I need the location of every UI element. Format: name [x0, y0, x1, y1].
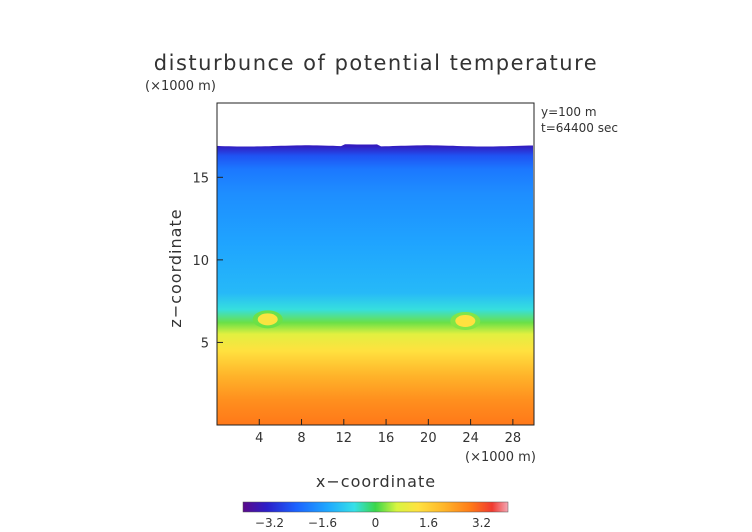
colorbar-tick-label: 0	[372, 516, 380, 530]
y-tick-label: 5	[201, 336, 209, 351]
colorbar-tick-label: 1.6	[419, 516, 438, 530]
colorbar-tick-label: −1.6	[308, 516, 337, 530]
colorbar-tick-label: −3.2	[255, 516, 284, 530]
x-tick-label: 8	[297, 431, 305, 446]
x-tick-label: 12	[336, 431, 353, 446]
colorbar-tick-label: 3.2	[472, 516, 491, 530]
chart-title: disturbunce of potential temperature	[154, 51, 598, 75]
y-axis: 5 10 15	[192, 171, 223, 351]
y-tick-label: 10	[192, 254, 209, 269]
x-tick-label: 20	[420, 431, 437, 446]
y-axis-label: z−coordinate	[166, 208, 185, 327]
x-axis: 4 8 12 16 20 24 28	[255, 419, 521, 446]
annotation-t: t=64400 sec	[541, 121, 618, 135]
colorbar	[242, 501, 509, 513]
warm-bubble	[455, 314, 476, 327]
x-tick-label: 24	[462, 431, 479, 446]
x-tick-label: 16	[378, 431, 395, 446]
y-tick-label: 15	[192, 171, 209, 186]
x-unit-label: (×1000 m)	[465, 450, 536, 465]
plot-frame	[216, 102, 535, 426]
plot-area	[217, 103, 534, 425]
colorbar-ticks: −3.2 −1.6 0 1.6 3.2	[255, 516, 491, 530]
annotation-y: y=100 m	[541, 105, 597, 119]
z-unit-label: (×1000 m)	[145, 79, 216, 94]
x-axis-label: x−coordinate	[316, 472, 436, 491]
warm-bubbles	[252, 310, 481, 330]
heatmap-field	[217, 144, 534, 425]
warm-bubble	[257, 313, 278, 326]
x-tick-label: 4	[255, 431, 263, 446]
x-tick-label: 28	[505, 431, 522, 446]
